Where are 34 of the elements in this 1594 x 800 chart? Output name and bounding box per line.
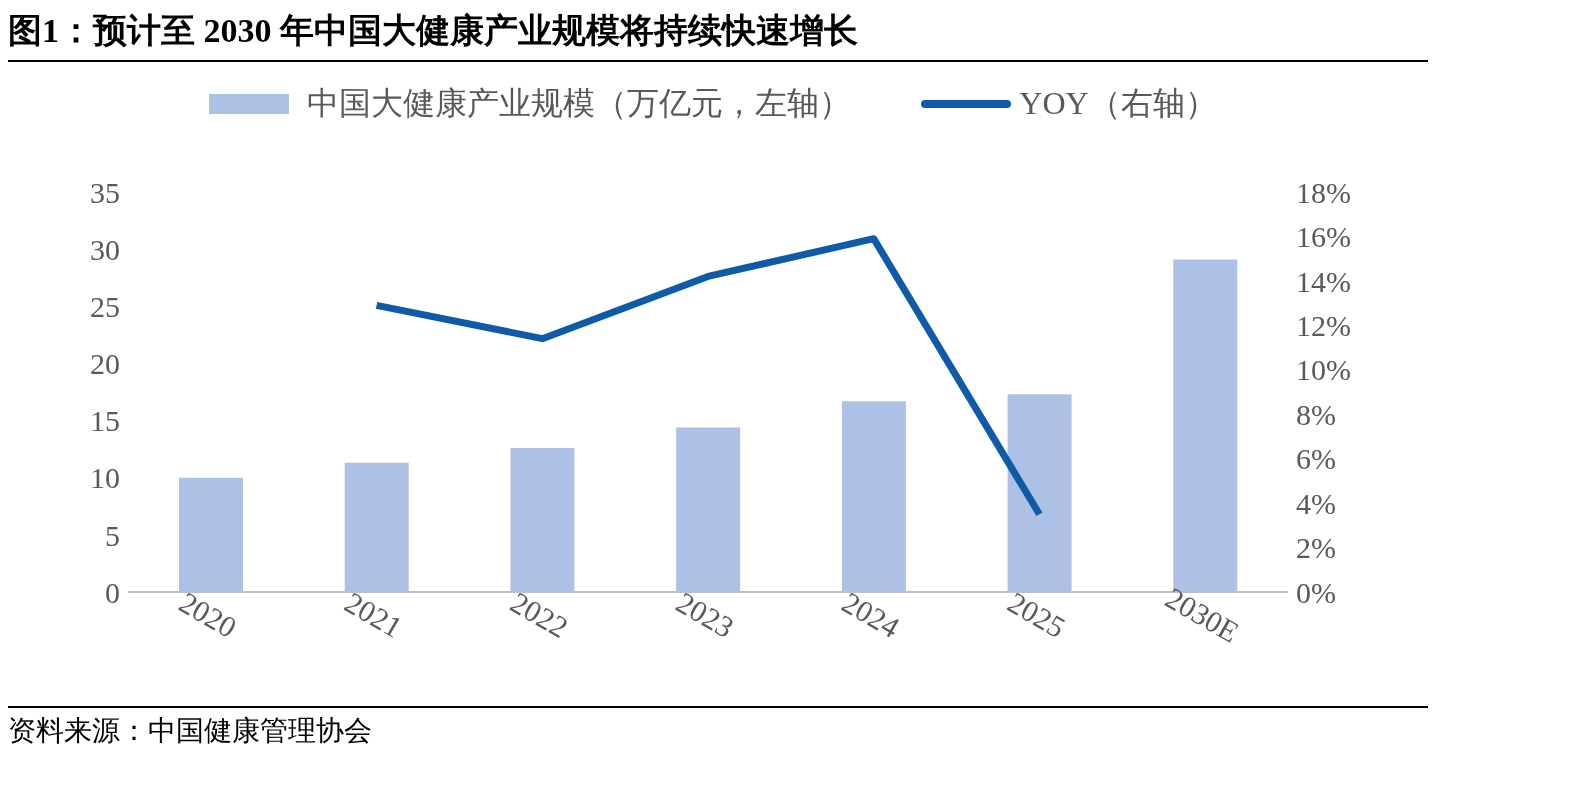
y2-tick-label: 4% xyxy=(1296,486,1336,520)
y-tick-label: 10 xyxy=(90,461,120,495)
legend-label: YOY（右轴） xyxy=(1019,84,1217,123)
y2-tick-label: 10% xyxy=(1296,353,1351,387)
y2-tick-label: 8% xyxy=(1296,397,1336,431)
y-tick-label: 20 xyxy=(90,347,120,381)
bar xyxy=(344,462,409,592)
y2-tick-label: 2% xyxy=(1296,531,1336,565)
x-tick-label: 2023 xyxy=(671,585,740,645)
chart-title: 图1：预计至 2030 年中国大健康产业规模将持续快速增长 xyxy=(8,8,1428,62)
x-tick-label: 2024 xyxy=(836,585,906,645)
y-tick-label: 25 xyxy=(90,289,120,323)
y-tick-label: 0 xyxy=(105,575,120,609)
x-tick-label: 2025 xyxy=(1002,585,1071,645)
y2-tick-label: 16% xyxy=(1296,220,1351,254)
legend-label: 中国大健康产业规模（万亿元，左轴） xyxy=(307,84,852,123)
y-tick-label: 30 xyxy=(90,232,120,266)
text: 资料来源：中国健康管理协会 xyxy=(8,714,373,748)
bar xyxy=(841,401,906,592)
y2-tick-label: 14% xyxy=(1296,264,1351,298)
x-tick-label: 2021 xyxy=(339,585,409,645)
x-tick-label: 2022 xyxy=(505,585,574,645)
x-tick-label: 2020 xyxy=(173,585,243,645)
bar xyxy=(179,477,243,592)
y2-tick-label: 6% xyxy=(1296,442,1336,476)
bar xyxy=(510,448,575,592)
y2-tick-label: 12% xyxy=(1296,308,1351,342)
y-tick-label: 15 xyxy=(90,404,120,438)
y2-tick-label: 0% xyxy=(1296,575,1336,609)
y-tick-label: 35 xyxy=(90,175,120,209)
y2-tick-label: 18% xyxy=(1296,175,1351,209)
bar xyxy=(676,427,741,592)
bar xyxy=(1007,394,1072,592)
y-tick-label: 5 xyxy=(105,518,120,552)
